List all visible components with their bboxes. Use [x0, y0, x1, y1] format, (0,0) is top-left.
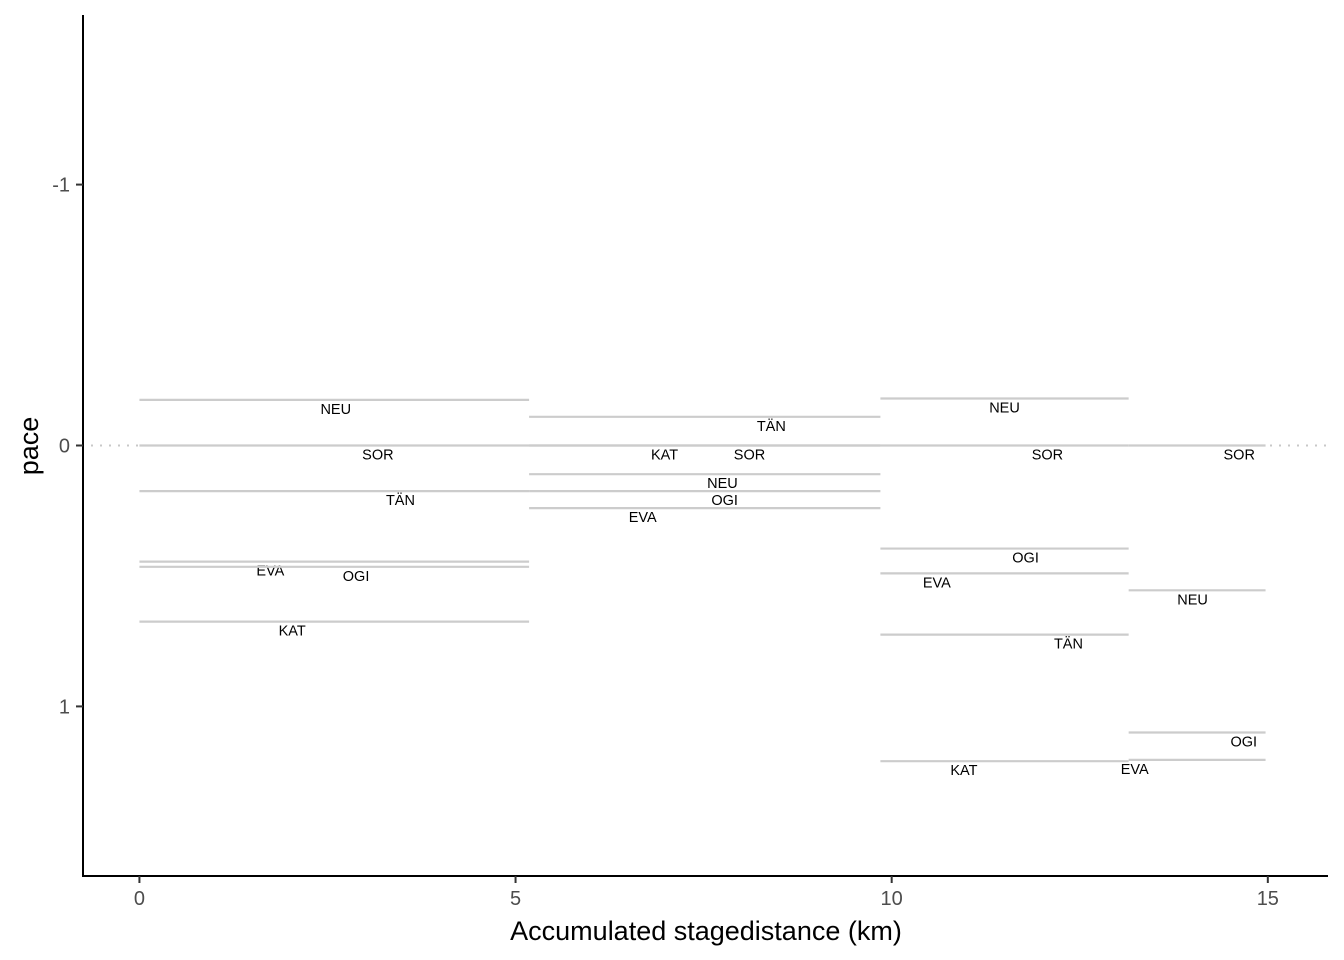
segment-label: TÄN: [386, 492, 415, 509]
segment-label: NEU: [1177, 592, 1208, 608]
y-tick-label: -1: [52, 175, 70, 197]
ticks-layer: 0 5 10 15 -1 0 1: [52, 175, 1279, 910]
segment-label: TÄN: [757, 418, 786, 435]
segment-label: KAT: [279, 624, 306, 640]
x-tick-label: 15: [1257, 888, 1279, 910]
segment-label: EVA: [629, 510, 657, 526]
segment-label: SOR: [1224, 448, 1255, 464]
x-tick-label: 10: [881, 888, 903, 910]
y-tick-label: 1: [59, 696, 70, 718]
y-tick-label: 0: [59, 436, 70, 458]
y-axis-title: pace: [14, 417, 44, 476]
x-tick-label: 0: [134, 888, 145, 910]
segment-label: SOR: [1032, 448, 1063, 464]
segment-label: SOR: [734, 448, 765, 464]
x-axis-title: Accumulated stagedistance (km): [510, 916, 902, 946]
segment-label: NEU: [707, 476, 738, 492]
segment-label: TÄN: [1054, 636, 1083, 653]
segment-label: NEU: [989, 401, 1020, 417]
segment-label: NEU: [320, 402, 351, 418]
segment-label: OGI: [1012, 551, 1039, 567]
segment-label: OGI: [711, 493, 738, 509]
segment-label: EVA: [1121, 762, 1149, 778]
x-tick-label: 5: [510, 888, 521, 910]
segment-label: KAT: [651, 448, 678, 464]
segment-label: KAT: [950, 763, 977, 779]
segment-label: OGI: [1230, 735, 1257, 751]
segment-label: SOR: [362, 448, 393, 464]
segment-label: OGI: [343, 569, 370, 585]
segment-label: EVA: [923, 575, 951, 591]
